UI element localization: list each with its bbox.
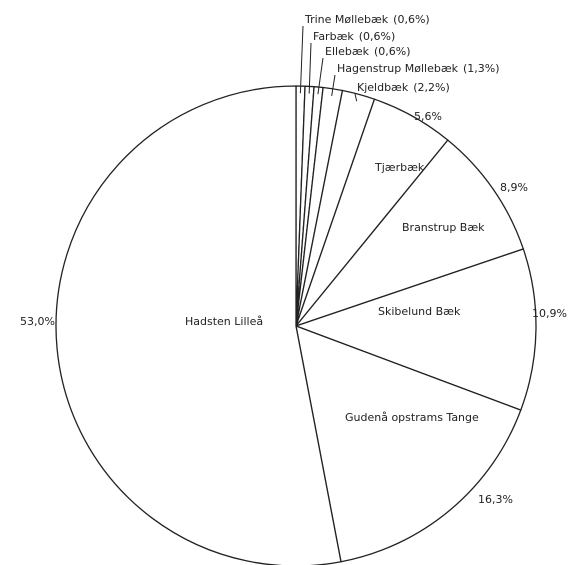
category-label: Hagenstrup Møllebæk: [337, 62, 459, 75]
slice: [55, 85, 342, 565]
slice: [294, 248, 537, 411]
slice-label: Trine Møllebæk (0,6%): [304, 13, 430, 26]
leader-line: [354, 93, 358, 102]
value-label: 8,9%: [500, 181, 528, 194]
value-label: (0,6%): [393, 13, 430, 26]
category-label: Branstrup Bæk: [402, 221, 485, 234]
slice-label: Kjeldbæk (2,2%): [357, 81, 450, 94]
slice-label: Hagenstrup Møllebæk (1,3%): [337, 62, 500, 75]
category-label: Ellebæk: [325, 45, 370, 58]
value-label: (0,6%): [374, 45, 411, 58]
category-label: Gudenå opstrams Tange: [345, 411, 479, 424]
leader-line: [317, 57, 324, 95]
leader-line: [331, 74, 336, 97]
slice: [294, 139, 525, 328]
slice-label: Ellebæk (0,6%): [325, 45, 411, 58]
slice-label: Farbæk (0,6%): [313, 30, 395, 43]
value-label: 53,0%: [20, 315, 55, 328]
category-label: Tjærbæk: [374, 161, 425, 174]
leader-line: [299, 25, 304, 94]
value-label: 5,6%: [414, 110, 442, 123]
leader-line: [308, 42, 312, 94]
category-label: Trine Møllebæk: [304, 13, 389, 26]
slice: [295, 324, 522, 563]
category-label: Kjeldbæk: [357, 81, 409, 94]
value-label: (1,3%): [463, 62, 500, 75]
value-label: (0,6%): [359, 30, 396, 43]
value-label: 10,9%: [532, 307, 567, 320]
value-label: 16,3%: [478, 493, 513, 506]
category-label: Farbæk: [313, 30, 354, 43]
category-label: Hadsten Lilleå: [185, 315, 263, 328]
value-label: (2,2%): [413, 81, 450, 94]
category-label: Skibelund Bæk: [378, 305, 461, 318]
